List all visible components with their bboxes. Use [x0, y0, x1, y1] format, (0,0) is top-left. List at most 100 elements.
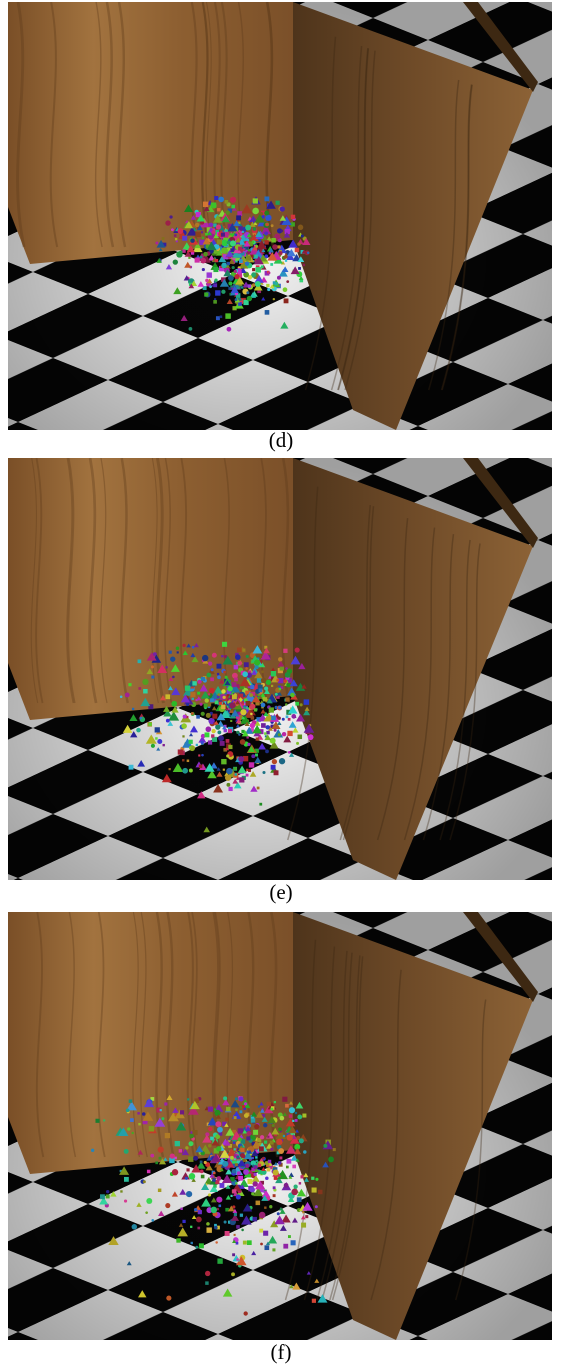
particle	[170, 1153, 175, 1158]
particle	[223, 769, 225, 771]
particle	[228, 275, 234, 281]
particle	[234, 1154, 237, 1157]
particle	[275, 693, 278, 696]
particle	[247, 296, 252, 301]
particle	[215, 1134, 220, 1139]
particle	[138, 1123, 140, 1125]
particle	[244, 1113, 249, 1118]
particle	[270, 263, 273, 266]
particle	[217, 239, 222, 244]
particle	[246, 1136, 250, 1140]
particle	[298, 225, 303, 230]
particle	[254, 255, 258, 259]
particle	[274, 770, 279, 775]
particle	[225, 676, 228, 679]
particle	[277, 245, 280, 248]
particle	[225, 313, 230, 318]
particle	[208, 1193, 211, 1196]
particle	[252, 1165, 255, 1168]
particle	[249, 693, 253, 697]
particle	[253, 1130, 258, 1135]
particle	[222, 1161, 228, 1167]
particle	[195, 223, 199, 227]
particle	[196, 744, 198, 746]
particle	[155, 737, 157, 739]
particle	[291, 714, 296, 719]
particle	[143, 1180, 146, 1183]
particle	[205, 732, 210, 737]
particle	[232, 1253, 235, 1256]
particle	[230, 240, 236, 246]
particle	[225, 200, 229, 204]
particle	[283, 649, 287, 653]
particle	[245, 262, 249, 266]
particle	[208, 740, 212, 744]
particle	[187, 760, 190, 763]
particle	[171, 228, 174, 231]
particle	[233, 1141, 235, 1143]
particle	[301, 235, 304, 238]
particle	[236, 684, 239, 687]
particle	[278, 1127, 282, 1131]
particle	[278, 1148, 284, 1154]
particle	[288, 1235, 291, 1238]
particle	[305, 1215, 308, 1218]
particle	[239, 1097, 244, 1102]
particle	[159, 1157, 162, 1160]
particle	[274, 282, 277, 285]
particle	[188, 1141, 193, 1146]
particle	[120, 1190, 122, 1192]
particle	[237, 661, 242, 666]
particle	[265, 310, 270, 315]
particle	[171, 701, 177, 707]
particle	[214, 298, 216, 300]
particle	[282, 732, 286, 736]
particle	[278, 733, 281, 736]
particle	[221, 247, 228, 254]
particle	[175, 238, 177, 240]
particle	[315, 1178, 318, 1181]
particle	[287, 731, 292, 736]
particle	[213, 300, 217, 304]
particle	[211, 202, 216, 207]
particle	[169, 215, 172, 218]
particle	[267, 1168, 271, 1172]
particle	[132, 708, 134, 710]
particle	[176, 1238, 180, 1242]
particle	[124, 1149, 129, 1154]
particle	[165, 694, 170, 699]
particle	[142, 679, 148, 685]
particle	[164, 1102, 167, 1105]
particle	[100, 1194, 105, 1199]
particle	[199, 765, 202, 768]
particle	[254, 708, 257, 711]
particle	[265, 222, 269, 226]
particle	[215, 290, 220, 295]
particle	[258, 1164, 261, 1167]
particle	[217, 1258, 222, 1263]
particle	[277, 716, 280, 719]
particle	[202, 237, 205, 240]
particle	[244, 1102, 247, 1105]
particle	[215, 1241, 217, 1243]
particle	[147, 1170, 151, 1174]
particle	[255, 665, 259, 669]
particle	[235, 298, 238, 301]
particle	[206, 1227, 211, 1232]
particle	[236, 1225, 240, 1229]
particle	[166, 1295, 171, 1300]
particle	[216, 316, 220, 320]
particle	[276, 201, 280, 205]
particle	[265, 215, 271, 221]
particle	[158, 1189, 161, 1192]
particle	[276, 679, 279, 682]
particle	[215, 259, 218, 262]
particle	[206, 726, 212, 732]
particle	[291, 215, 295, 219]
particle	[124, 1199, 127, 1202]
particle	[295, 647, 300, 652]
particle	[208, 1107, 213, 1112]
particle	[242, 649, 245, 652]
particle	[232, 694, 237, 699]
particle	[213, 1172, 215, 1174]
